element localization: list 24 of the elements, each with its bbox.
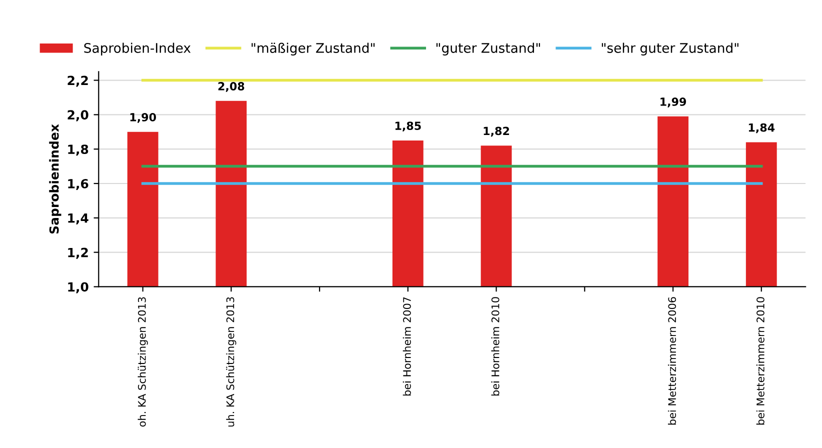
legend-label: "guter Zustand" bbox=[436, 42, 540, 56]
legend-label: "sehr guter Zustand" bbox=[602, 42, 738, 56]
data-label: 1,99 bbox=[660, 98, 686, 108]
y-tick-label: 2,0 bbox=[68, 110, 88, 122]
y-axis-title: Saprobienindex bbox=[49, 124, 62, 234]
x-tick-label: bei Hornheim 2010 bbox=[491, 297, 500, 396]
x-tick-label: oh. KA Schützingen 2013 bbox=[138, 297, 148, 427]
data-label: 2,08 bbox=[218, 82, 244, 92]
x-tick-label: bei Metterzimmern 2010 bbox=[756, 297, 764, 425]
legend-label: "mäßiger Zustand" bbox=[252, 42, 375, 56]
y-tick-label: 1,2 bbox=[68, 248, 88, 259]
x-tick-label: bei Metterzimmern 2006 bbox=[668, 297, 676, 425]
data-label: 1,90 bbox=[130, 113, 156, 123]
y-tick-label: 2,2 bbox=[68, 76, 88, 87]
data-label: 1,82 bbox=[484, 126, 510, 137]
data-label: 1,85 bbox=[395, 122, 421, 132]
y-tick-label: 1,8 bbox=[68, 144, 88, 156]
y-tick-label: 1,4 bbox=[68, 214, 88, 224]
x-tick-label: uh. KA Schützingen 2013 bbox=[226, 297, 236, 426]
y-tick-label: 1,0 bbox=[68, 282, 88, 294]
legend-label: Saprobien-Index bbox=[84, 42, 191, 56]
y-tick-label: 1,6 bbox=[68, 178, 88, 190]
data-label: 1,84 bbox=[748, 123, 775, 134]
x-tick-label: bei Hornheim 2007 bbox=[402, 297, 411, 396]
